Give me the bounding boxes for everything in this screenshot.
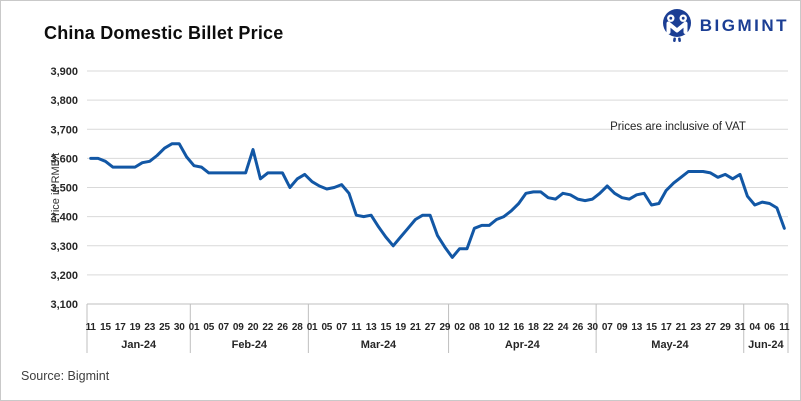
x-tick-label: 04: [749, 322, 760, 333]
page-title: China Domestic Billet Price: [44, 23, 284, 43]
x-tick-label: 07: [336, 322, 347, 333]
y-tick-label: 3,700: [50, 124, 78, 136]
x-tick-label: 26: [277, 322, 288, 333]
x-tick-label: 12: [499, 322, 510, 333]
x-tick-label: 27: [705, 322, 716, 333]
x-tick-label: 09: [233, 322, 244, 333]
x-tick-label: 20: [248, 322, 259, 333]
x-tick-label: 26: [572, 322, 583, 333]
x-tick-label: 13: [366, 322, 377, 333]
x-tick-label: 30: [174, 322, 185, 333]
bigmint-logo-icon: [662, 9, 691, 43]
x-tick-label: 29: [720, 322, 731, 333]
x-tick-label: 05: [321, 322, 332, 333]
month-label: Mar-24: [361, 339, 397, 351]
y-tick-label: 3,200: [50, 270, 78, 282]
x-tick-label: 27: [425, 322, 436, 333]
x-tick-label: 21: [676, 322, 687, 333]
x-tick-label: 09: [617, 322, 628, 333]
x-tick-label: 30: [587, 322, 598, 333]
y-axis-title: Price in RMB/t: [50, 152, 62, 224]
x-tick-label: 17: [115, 322, 126, 333]
x-tick-label: 29: [440, 322, 451, 333]
x-tick-label: 05: [203, 322, 214, 333]
x-tick-label: 18: [528, 322, 539, 333]
x-tick-label: 02: [454, 322, 465, 333]
x-tick-label: 13: [631, 322, 642, 333]
x-tick-label: 11: [86, 322, 97, 333]
x-tick-label: 07: [218, 322, 229, 333]
month-label: May-24: [651, 339, 689, 351]
y-axis-labels: 3,100 3,200 3,300 3,400 3,500 3,600 3,700 3,800…: [50, 66, 78, 311]
y-tick-label: 3,400: [50, 212, 78, 224]
y-tick-label: 3,900: [50, 66, 78, 78]
month-label: Feb-24: [232, 339, 268, 351]
x-tick-label: 23: [144, 322, 155, 333]
x-tick-label: 01: [307, 322, 318, 333]
y-tick-label: 3,600: [50, 153, 78, 165]
month-label: Jun-24: [748, 339, 784, 351]
x-tick-label: 11: [351, 322, 362, 333]
x-tick-label: 07: [602, 322, 613, 333]
x-tick-label: 06: [764, 322, 775, 333]
x-tick-label: 16: [513, 322, 524, 333]
source-note: Source: Bigmint: [21, 369, 110, 383]
x-tick-label: 08: [469, 322, 480, 333]
x-tick-label: 21: [410, 322, 421, 333]
x-tick-label: 15: [646, 322, 657, 333]
x-tick-label: 11: [779, 322, 790, 333]
month-label: Apr-24: [505, 339, 541, 351]
x-tick-label: 22: [262, 322, 273, 333]
y-tick-label: 3,500: [50, 183, 78, 195]
x-tick-label: 31: [735, 322, 746, 333]
x-tick-label: 17: [661, 322, 672, 333]
x-tick-label: 23: [690, 322, 701, 333]
bigmint-logo: BIGMINT: [661, 8, 789, 43]
x-tick-label: 28: [292, 322, 303, 333]
x-tick-label: 10: [484, 322, 495, 333]
x-tick-label: 19: [395, 322, 406, 333]
gridlines: [87, 70, 788, 305]
bigmint-logo-text: BIGMINT: [699, 15, 789, 35]
y-tick-label: 3,100: [50, 299, 78, 311]
x-tick-label: 15: [380, 322, 391, 333]
x-tick-label: 15: [100, 322, 111, 333]
x-tick-label: 01: [189, 322, 200, 333]
x-tick-label: 19: [130, 322, 141, 333]
price-line: [89, 142, 786, 259]
x-tick-label: 22: [543, 322, 554, 333]
y-tick-label: 3,300: [50, 241, 78, 253]
y-tick-label: 3,800: [50, 95, 78, 107]
month-label: Jan-24: [121, 339, 157, 351]
x-tick-label: 25: [159, 322, 170, 333]
x-tick-label: 24: [558, 322, 569, 333]
vat-annotation: Prices are inclusive of VAT: [610, 121, 746, 133]
